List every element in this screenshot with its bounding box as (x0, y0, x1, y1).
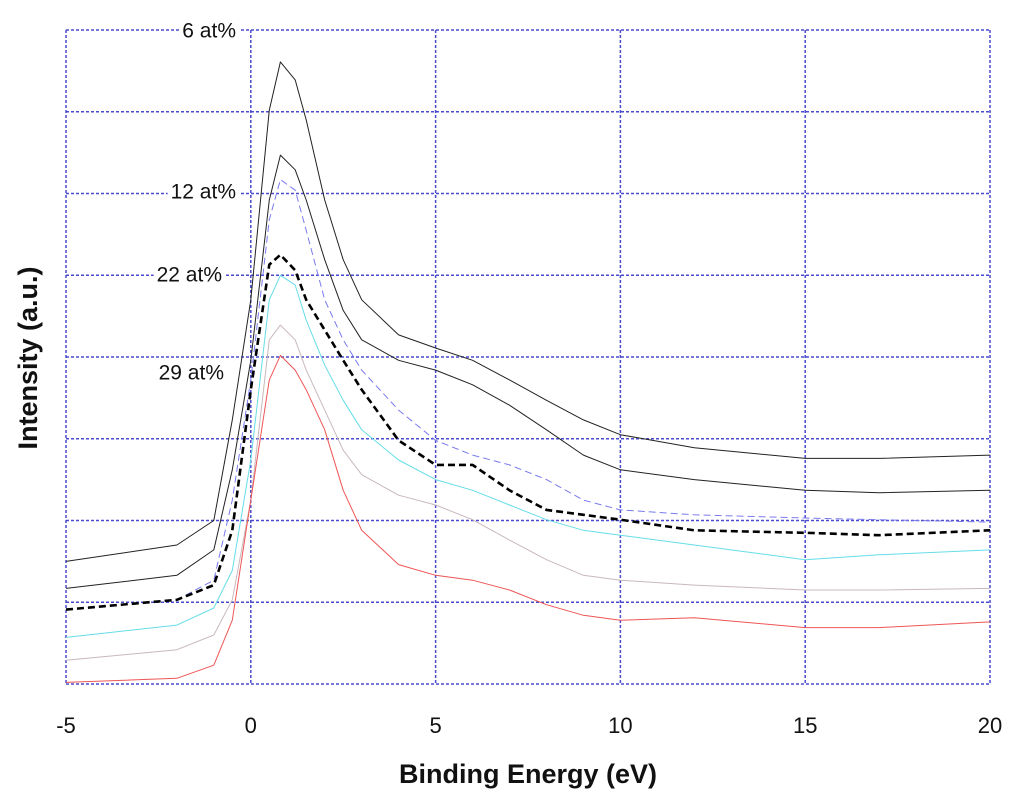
x-tick-label: -5 (56, 713, 76, 738)
data-line (65, 253, 991, 611)
data-line (65, 154, 991, 589)
x-tick-label: 5 (429, 713, 441, 738)
data-line (65, 324, 991, 661)
x-tick-label: 15 (793, 713, 817, 738)
annotation-bg (179, 19, 239, 43)
annotation: 22 at% (157, 264, 222, 287)
annotation: 29 at% (159, 362, 224, 385)
annotation: 6 at% (182, 20, 236, 43)
x-tick-label: 20 (978, 713, 1002, 738)
data-line (65, 354, 991, 683)
data-line (65, 179, 991, 611)
x-tick-label: 0 (245, 713, 257, 738)
x-tick-label: 10 (608, 713, 632, 738)
annotation: 12 at% (171, 181, 236, 204)
data-line (65, 61, 991, 562)
annotation-bg (155, 361, 227, 385)
annotation-bg (167, 180, 239, 204)
y-axis-label: Intensity (a.u.) (13, 266, 43, 449)
x-axis-label: Binding Energy (eV) (399, 759, 657, 789)
annotation-bg (153, 263, 225, 287)
data-line (65, 274, 991, 638)
